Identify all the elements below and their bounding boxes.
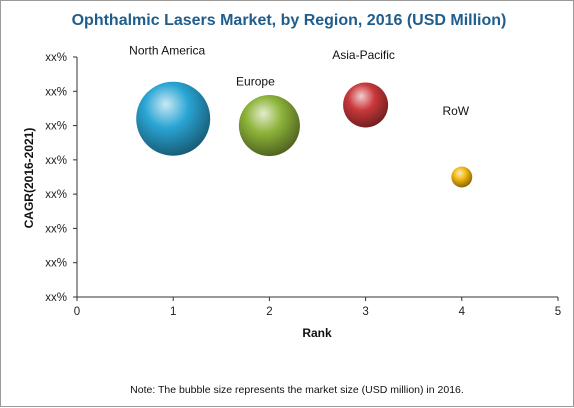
y-tick-label: xx% <box>45 121 67 133</box>
bubble-europe <box>238 95 300 157</box>
chart-title: Ophthalmic Lasers Market, by Region, 201… <box>72 12 507 29</box>
tick-labels: xx% xx% xx% xx% xx% xx% xx% xx% 0 1 2 3 4 5 <box>45 52 561 318</box>
x-tick-label: 5 <box>555 306 561 318</box>
bubble-label-asia-pacific: Asia-Pacific <box>332 48 395 62</box>
bubble-row <box>451 166 473 188</box>
x-tick-label: 3 <box>362 306 368 318</box>
bubble-label-europe: Europe <box>236 75 275 89</box>
y-tick-label: xx% <box>45 258 67 270</box>
bubble-north-america <box>136 81 211 156</box>
y-tick-label: xx% <box>45 223 67 235</box>
x-tick-label: 4 <box>459 306 466 318</box>
bubbles <box>136 81 473 188</box>
y-tick-label: xx% <box>45 52 67 64</box>
x-tick-label: 0 <box>74 306 80 318</box>
bubble-labels: North America Europe Asia-Pacific RoW <box>129 44 470 118</box>
bubble-label-row: RoW <box>442 104 469 118</box>
y-tick-label: xx% <box>45 86 67 98</box>
chart-note: Note: The bubble size represents the mar… <box>130 384 464 396</box>
bubble-label-north-america: North America <box>129 44 205 58</box>
axes <box>73 56 559 301</box>
y-tick-label: xx% <box>45 155 67 167</box>
bubble-asia-pacific <box>343 82 389 128</box>
y-tick-label: xx% <box>45 189 67 201</box>
x-tick-label: 2 <box>266 306 272 318</box>
y-axis-title: CAGR(2016-2021) <box>22 128 36 229</box>
x-tick-label: 1 <box>170 306 176 318</box>
y-tick-label: xx% <box>45 292 67 304</box>
x-axis-title: Rank <box>302 326 332 340</box>
